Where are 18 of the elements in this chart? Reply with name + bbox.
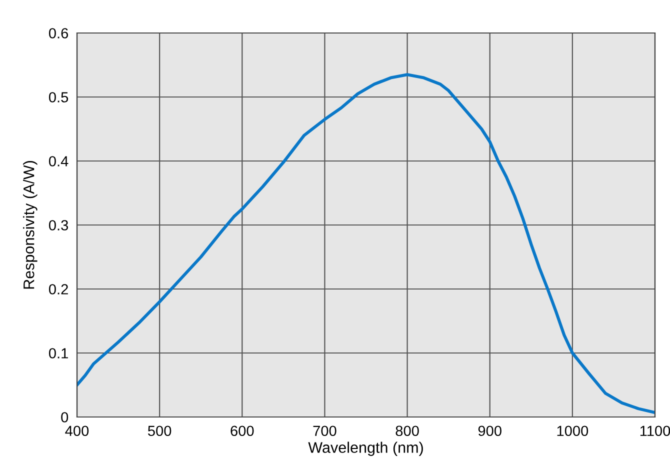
y-tick-label: 0.4 [48,156,68,166]
y-axis-title: Responsivity (A/W) [23,161,38,289]
y-tick-label: 0.1 [48,348,68,358]
y-tick-label: 0.3 [48,220,68,230]
x-tick-label: 800 [396,426,419,436]
x-tick-label: 1100 [640,426,670,436]
x-tick-label: 700 [313,426,336,436]
x-tick-label: 600 [230,426,254,436]
x-tick-label: 1000 [557,426,588,436]
x-axis-title: Wavelength (nm) [308,442,423,456]
line-series [77,73,655,414]
x-tick-label: 500 [148,426,172,436]
y-tick-label: 0.2 [48,284,68,294]
x-tick-label: 400 [65,426,89,436]
y-tick-label: 0 [61,412,68,422]
y-tick-label: 0.6 [48,28,68,38]
x-tick-label: 900 [478,426,502,436]
y-tick-label: 0.5 [48,92,68,102]
